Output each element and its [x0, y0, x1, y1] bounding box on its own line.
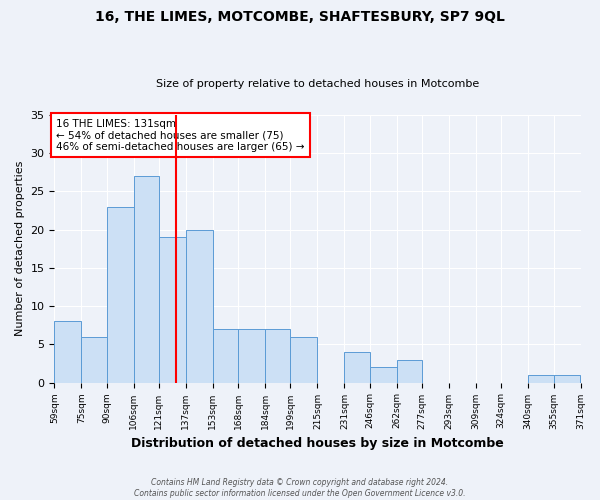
- Bar: [265, 329, 290, 382]
- Bar: [107, 206, 134, 382]
- Text: Contains HM Land Registry data © Crown copyright and database right 2024.
Contai: Contains HM Land Registry data © Crown c…: [134, 478, 466, 498]
- Bar: [159, 237, 186, 382]
- Text: 16 THE LIMES: 131sqm
← 54% of detached houses are smaller (75)
46% of semi-detac: 16 THE LIMES: 131sqm ← 54% of detached h…: [56, 118, 305, 152]
- X-axis label: Distribution of detached houses by size in Motcombe: Distribution of detached houses by size …: [131, 437, 504, 450]
- Y-axis label: Number of detached properties: Number of detached properties: [15, 161, 25, 336]
- Bar: [397, 360, 422, 382]
- Bar: [213, 329, 238, 382]
- Bar: [55, 322, 82, 382]
- Bar: [554, 375, 580, 382]
- Bar: [370, 368, 397, 382]
- Bar: [528, 375, 554, 382]
- Bar: [186, 230, 213, 382]
- Bar: [290, 336, 317, 382]
- Title: Size of property relative to detached houses in Motcombe: Size of property relative to detached ho…: [156, 79, 479, 89]
- Bar: [82, 336, 107, 382]
- Bar: [344, 352, 370, 382]
- Text: 16, THE LIMES, MOTCOMBE, SHAFTESBURY, SP7 9QL: 16, THE LIMES, MOTCOMBE, SHAFTESBURY, SP…: [95, 10, 505, 24]
- Bar: [134, 176, 159, 382]
- Bar: [238, 329, 265, 382]
